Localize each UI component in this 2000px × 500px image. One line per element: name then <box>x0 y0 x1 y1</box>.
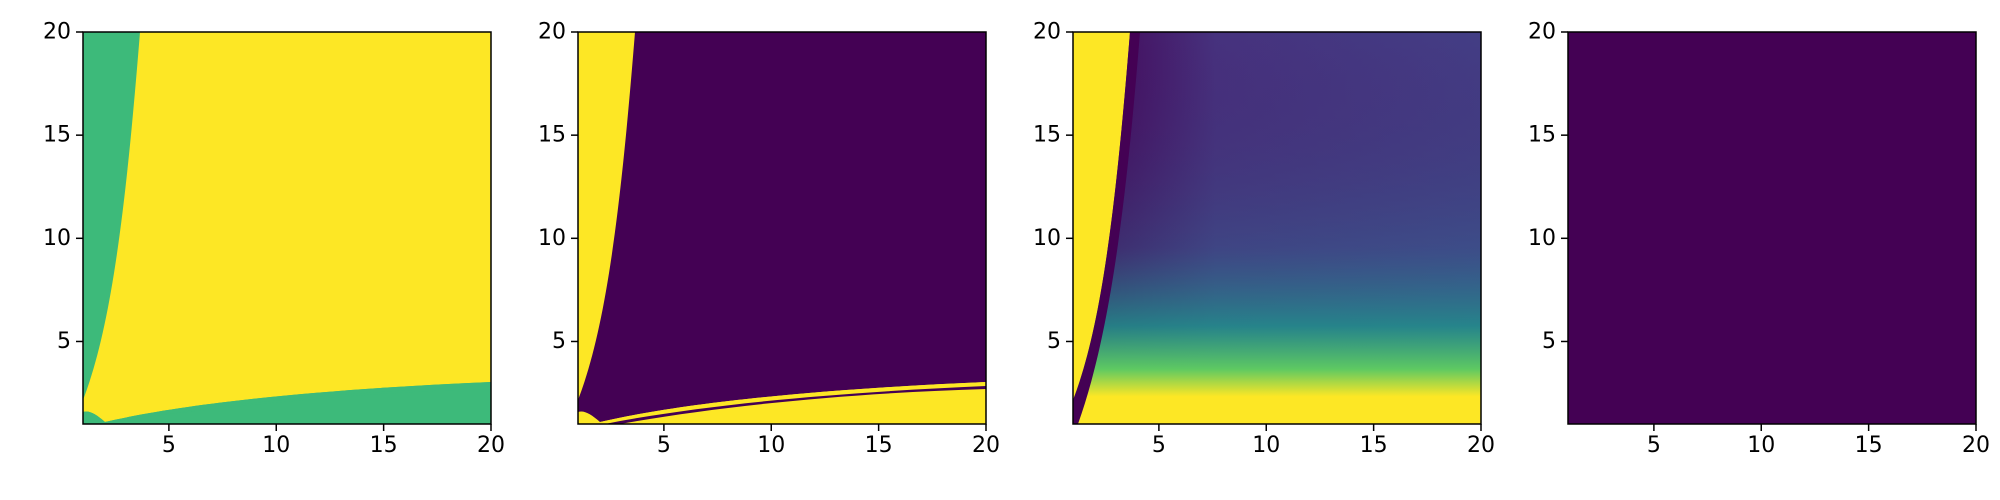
y-tick-label: 10 <box>43 226 71 251</box>
y-axis-3: 5 10 15 20 <box>1033 20 1073 354</box>
y-tick-label: 20 <box>538 20 566 45</box>
heatmap-2-lower-boundary <box>605 386 986 424</box>
y-axis-1: 5 10 15 20 <box>43 20 83 354</box>
x-tick-label: 5 <box>1647 433 1661 458</box>
plot-frame-2 <box>577 31 987 425</box>
y-tick-label: 5 <box>552 329 566 354</box>
heatmap-3-yellow-left <box>1073 32 1130 400</box>
y-tick-label: 5 <box>1542 329 1556 354</box>
heatmap-4-background <box>1568 32 1976 424</box>
plot-frame-1 <box>82 31 492 425</box>
x-tick-label: 10 <box>1252 433 1280 458</box>
heatmap-panel-3: 5 10 15 20 5 10 15 20 <box>1033 20 1495 459</box>
x-axis-2: 5 10 15 20 <box>657 424 1000 458</box>
x-tick-label: 5 <box>162 433 176 458</box>
x-tick-label: 10 <box>262 433 290 458</box>
x-axis-4: 5 10 15 20 <box>1647 424 1990 458</box>
heatmap-1-thin-stripe <box>105 382 491 424</box>
heatmap-panel-1: 5 10 15 20 5 10 15 20 <box>43 20 505 459</box>
x-tick-label: 10 <box>757 433 785 458</box>
x-tick-label: 15 <box>370 433 398 458</box>
x-tick-label: 15 <box>1360 433 1388 458</box>
x-tick-label: 10 <box>1747 433 1775 458</box>
y-tick-label: 15 <box>1528 123 1556 148</box>
heatmap-panel-2: 5 10 15 20 5 10 15 20 <box>538 20 1000 459</box>
y-tick-label: 5 <box>57 329 71 354</box>
plot-frame-4 <box>1567 31 1977 425</box>
x-axis-3: 5 10 15 20 <box>1152 424 1495 458</box>
y-tick-label: 15 <box>43 123 71 148</box>
y-tick-label: 10 <box>538 226 566 251</box>
heatmap-1-lower-region <box>83 389 491 424</box>
y-tick-label: 15 <box>538 123 566 148</box>
y-axis-2: 5 10 15 20 <box>538 20 578 354</box>
x-tick-label: 5 <box>657 433 671 458</box>
x-tick-label: 20 <box>477 433 505 458</box>
y-tick-label: 10 <box>1528 226 1556 251</box>
x-tick-label: 15 <box>865 433 893 458</box>
heatmap-2-purple-region <box>578 32 986 422</box>
y-tick-label: 20 <box>1033 20 1061 45</box>
x-tick-label: 20 <box>1467 433 1495 458</box>
heatmap-2-thin-stripe <box>600 382 986 424</box>
y-tick-label: 5 <box>1047 329 1061 354</box>
y-axis-4: 5 10 15 20 <box>1528 20 1568 354</box>
heatmap-3-vertical-gradient <box>1073 32 1481 424</box>
y-tick-label: 20 <box>1528 20 1556 45</box>
heatmap-1-yellow-region <box>83 32 491 422</box>
x-tick-label: 20 <box>1962 433 1990 458</box>
plot-frame-3 <box>1072 31 1482 425</box>
y-tick-label: 15 <box>1033 123 1061 148</box>
heatmap-panel-4: 5 10 15 20 5 10 15 20 <box>1528 20 1990 459</box>
x-axis-1: 5 10 15 20 <box>162 424 505 458</box>
y-tick-label: 20 <box>43 20 71 45</box>
x-tick-label: 5 <box>1152 433 1166 458</box>
y-tick-label: 10 <box>1033 226 1061 251</box>
x-tick-label: 20 <box>972 433 1000 458</box>
heatmap-3-left-edge-band <box>1073 32 1140 424</box>
x-tick-label: 15 <box>1855 433 1883 458</box>
